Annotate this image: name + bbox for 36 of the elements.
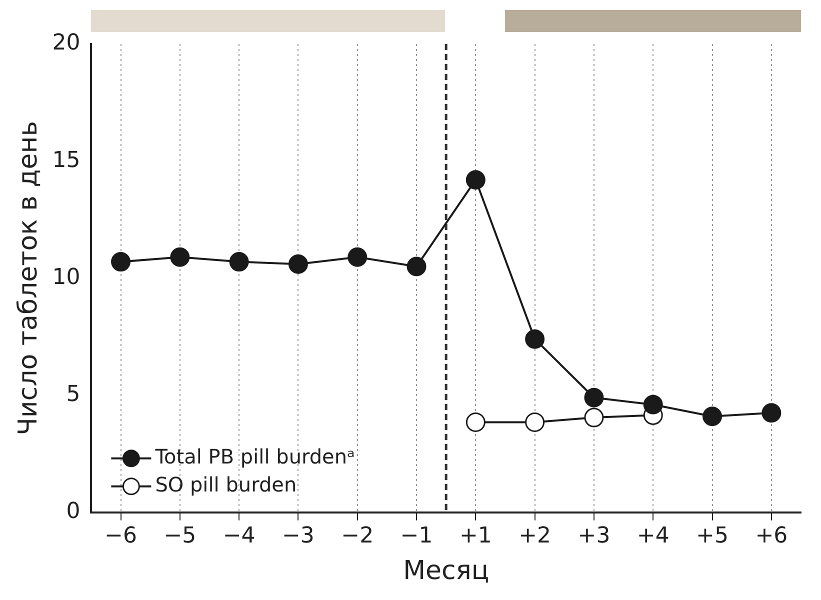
x-tick-label: +1	[459, 523, 492, 548]
x-tick-label: +6	[755, 523, 788, 548]
x-tick-label: −1	[400, 523, 433, 548]
x-tick-label: −5	[164, 523, 196, 548]
x-tick-label: −6	[104, 523, 137, 548]
x-tick-label: −3	[282, 523, 314, 548]
point	[111, 252, 131, 272]
x-tick-label: +5	[696, 523, 728, 548]
point	[406, 256, 426, 276]
x-tick-label: +2	[518, 523, 552, 548]
y-tick-label: 20	[52, 30, 80, 56]
point	[525, 329, 545, 349]
y-tick-label: 5	[66, 382, 80, 408]
point	[525, 412, 545, 432]
legend-label: SO pill burden	[155, 472, 297, 497]
point	[762, 403, 782, 423]
x-tick-label: +3	[578, 523, 610, 548]
y-tick-label: 15	[52, 148, 80, 173]
y-tick-label: 10	[52, 264, 80, 290]
legend-label: Total PB pill burdenᵃ	[154, 444, 355, 469]
point	[288, 254, 308, 274]
point	[348, 247, 368, 267]
point	[702, 406, 722, 426]
x-tick-label: −4	[222, 523, 256, 548]
point	[466, 412, 486, 432]
point	[643, 394, 663, 414]
point	[584, 408, 604, 428]
point	[170, 247, 190, 267]
x-tick-label: +4	[636, 523, 670, 548]
point	[466, 170, 486, 190]
y-tick-label: 0	[66, 499, 80, 524]
point	[584, 388, 604, 408]
point	[229, 252, 249, 272]
x-axis-title: Месяц	[403, 556, 490, 586]
y-axis-title: Число таблеток в день	[13, 120, 44, 436]
x-tick-label: −2	[341, 523, 374, 548]
